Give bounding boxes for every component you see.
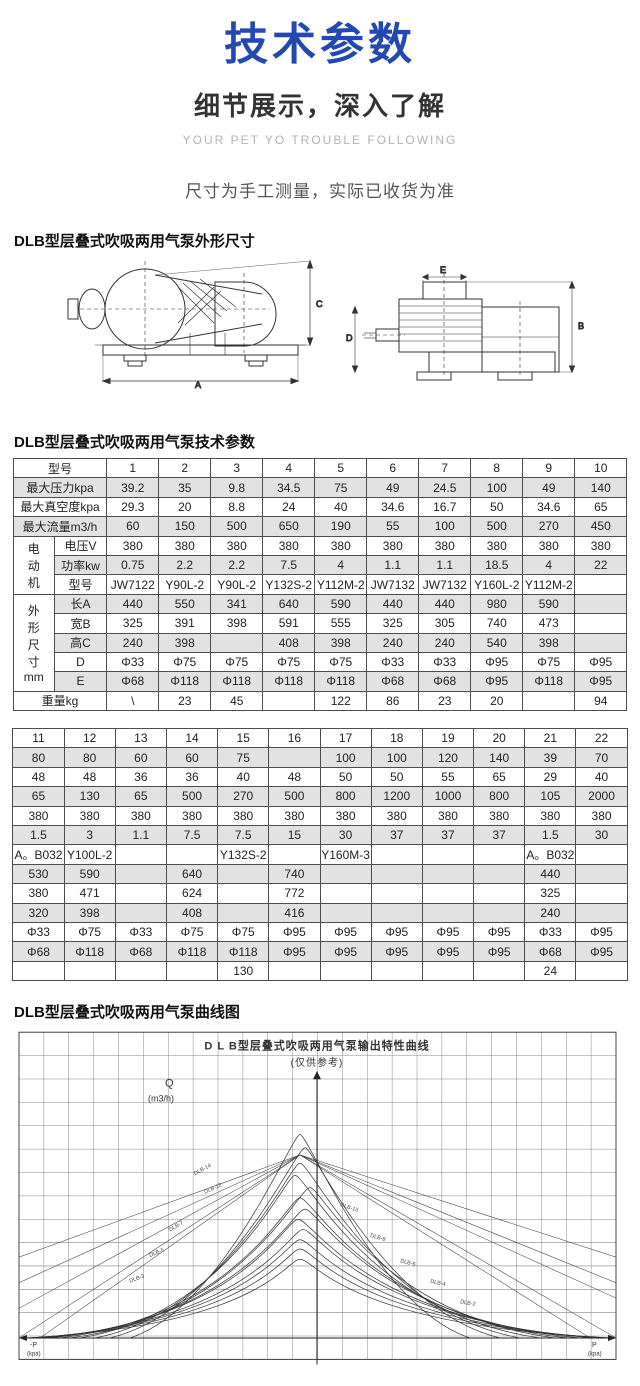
svg-text:Q: Q: [165, 1077, 174, 1089]
svg-text:(kpa): (kpa): [588, 1351, 602, 1357]
svg-text:(仅供参考): (仅供参考): [291, 1056, 344, 1069]
svg-text:-P: -P: [30, 1342, 37, 1349]
svg-text:C: C: [316, 299, 323, 309]
svg-text:D L B型层叠式吹吸两用气泵输出特性曲线: D L B型层叠式吹吸两用气泵输出特性曲线: [204, 1039, 429, 1053]
svg-text:E: E: [440, 265, 446, 275]
svg-text:A: A: [195, 380, 201, 390]
svg-text:(kpa): (kpa): [27, 1351, 41, 1357]
svg-text:(m3/h): (m3/h): [148, 1094, 174, 1104]
svg-text:P: P: [592, 1342, 597, 1349]
svg-text:B: B: [578, 321, 584, 331]
svg-text:D: D: [346, 333, 353, 343]
